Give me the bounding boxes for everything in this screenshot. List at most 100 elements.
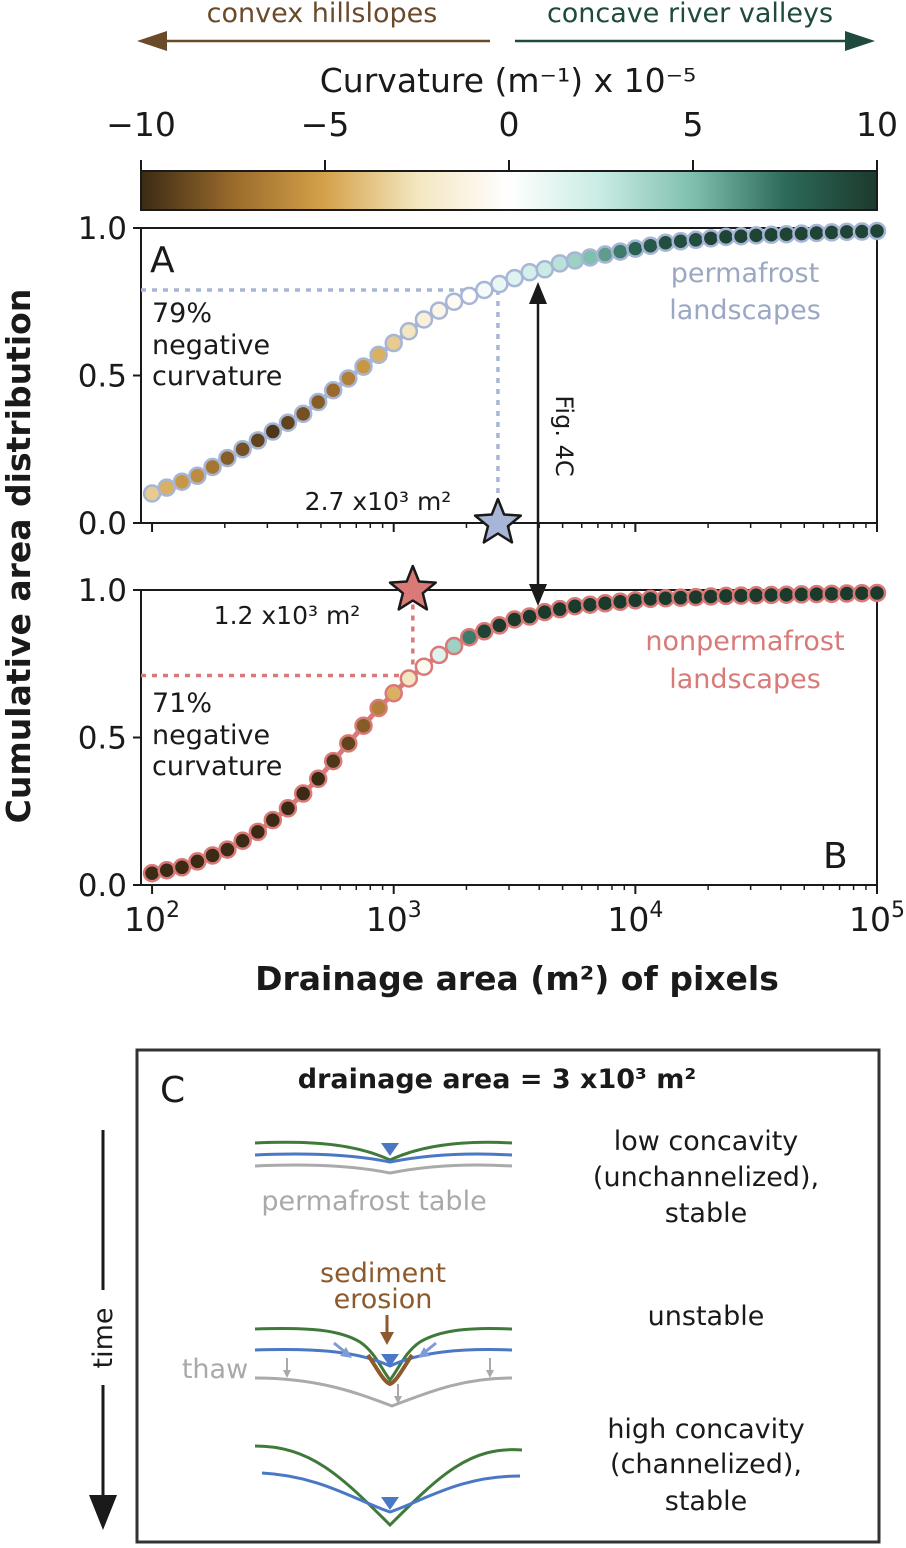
panel-a-ticks: 0.0 0.5 1.0 — [78, 211, 878, 542]
permafrost-table-line — [254, 1376, 513, 1408]
x-tick-label: 103 — [366, 898, 422, 939]
colorbar-tick-label: 0 — [499, 105, 520, 144]
data-point — [520, 607, 539, 626]
colorbar-header: convex hillslopes concave river valleys … — [106, 0, 898, 211]
data-point — [867, 221, 887, 241]
data-point — [611, 242, 630, 261]
panel-c-frame — [135, 1048, 881, 1544]
thaw-label: thaw — [182, 1354, 248, 1385]
thaw-arrow-icon — [486, 1370, 494, 1378]
data-point — [248, 822, 268, 842]
data-point — [731, 227, 751, 246]
water-level-icon — [381, 1143, 399, 1156]
data-point — [459, 286, 479, 306]
water-table-line — [254, 1348, 513, 1368]
data-point — [535, 602, 554, 622]
data-point — [263, 810, 283, 830]
data-point — [218, 840, 237, 859]
panel-a-annotation-line3: curvature — [152, 361, 282, 392]
fig-ref-arrow-down-icon — [529, 584, 547, 606]
convex-hillslopes-label: convex hillslopes — [207, 0, 438, 29]
water-level-icon — [381, 1497, 399, 1510]
panel-b: B 0.0 0.5 1.0 102 103 104 105 71% negative cur… — [78, 564, 905, 939]
row3-line3: stable — [665, 1486, 747, 1517]
data-point — [384, 684, 403, 703]
sediment-label-line1: sediment — [320, 1258, 446, 1289]
y-tick-label: 0.5 — [78, 359, 127, 395]
data-point — [278, 413, 298, 432]
data-point — [731, 586, 751, 605]
concave-arrow-head-icon — [845, 31, 875, 51]
panel-a-letter: A — [150, 240, 175, 281]
data-point — [308, 769, 328, 789]
permafrost-table-line — [254, 1163, 513, 1175]
y-axis-label: Cumulative area distribution — [0, 289, 38, 824]
panel-b-series — [142, 564, 887, 883]
marker-b-label: 1.2 x10³ m² — [214, 601, 361, 630]
seep-arrow-left-line — [333, 1341, 346, 1354]
data-point — [777, 585, 796, 604]
permafrost-label-line1: permafrost — [671, 258, 819, 289]
data-point — [172, 858, 192, 877]
profile-unstable: sediment erosion thaw — [182, 1258, 513, 1408]
data-point — [459, 627, 479, 647]
data-point — [837, 584, 857, 603]
data-point — [807, 584, 826, 604]
row1-line1: low concavity — [614, 1126, 799, 1157]
data-point — [248, 431, 268, 450]
data-point — [822, 584, 841, 604]
data-point — [354, 716, 373, 735]
data-point — [323, 381, 343, 400]
data-point — [414, 310, 434, 329]
data-point — [580, 595, 600, 614]
data-point — [701, 587, 721, 606]
data-point — [671, 588, 690, 607]
profile-high-concavity — [254, 1444, 523, 1528]
permafrost-label-line2: landscapes — [669, 295, 821, 326]
data-point — [308, 392, 328, 412]
data-point — [429, 645, 449, 665]
marker-a-label: 2.7 x10³ m² — [305, 487, 452, 516]
panel-c: C drainage area = 3 x10³ m² permafrost t… — [88, 1048, 881, 1544]
data-point — [218, 448, 237, 468]
y-tick-label: 0.0 — [78, 506, 127, 542]
panel-b-reference-lines — [141, 590, 415, 678]
data-point — [852, 222, 872, 241]
data-point — [142, 863, 162, 883]
seep-arrow-right-icon — [418, 1347, 430, 1358]
data-point — [550, 254, 570, 273]
data-point — [580, 248, 600, 267]
data-point — [671, 232, 690, 251]
thaw-arrow-icon — [283, 1370, 291, 1378]
panel-a-annotation-line2: negative — [152, 330, 270, 361]
data-point — [762, 225, 781, 245]
star-marker-icon — [473, 497, 523, 544]
data-point — [520, 263, 539, 282]
data-point — [656, 233, 675, 252]
data-point — [429, 301, 449, 320]
y-tick-label: 1.0 — [78, 573, 127, 609]
data-point — [490, 616, 509, 635]
x-tick-label: 102 — [124, 898, 180, 939]
panel-c-letter: C — [160, 1070, 185, 1111]
data-point — [278, 799, 298, 818]
data-point — [339, 369, 358, 388]
data-point — [535, 260, 554, 279]
data-point — [490, 274, 509, 294]
data-point — [188, 466, 207, 486]
data-point — [157, 478, 176, 497]
data-point — [762, 585, 781, 605]
profile-low-concavity: permafrost table — [254, 1140, 513, 1217]
data-point — [626, 239, 645, 258]
data-point — [656, 589, 675, 608]
data-point — [444, 636, 464, 656]
data-point — [475, 280, 494, 300]
data-point — [807, 223, 826, 243]
data-point — [641, 589, 660, 609]
data-point — [384, 333, 403, 353]
row1-line2: (unchannelized), — [593, 1162, 819, 1193]
concave-river-valleys-label: concave river valleys — [547, 0, 833, 29]
ground-surface-line — [254, 1444, 523, 1528]
data-point — [157, 861, 176, 880]
